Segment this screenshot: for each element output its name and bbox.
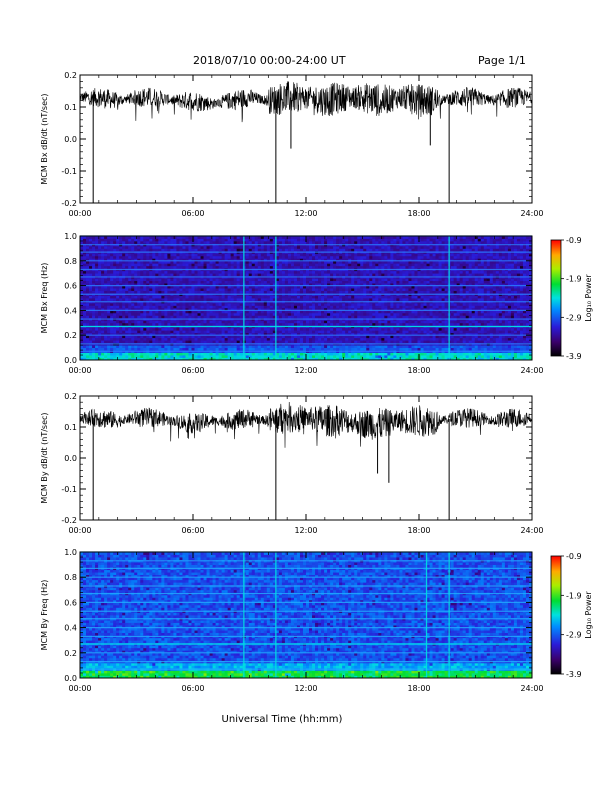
x-tick-label: 12:00 xyxy=(294,526,317,535)
x-tick-label: 18:00 xyxy=(407,526,430,535)
y-axis-label: MCM By Freq (Hz) xyxy=(40,580,49,651)
y-tick-label: -0.1 xyxy=(61,485,77,494)
y-tick-label: 0.0 xyxy=(64,454,77,463)
series-line xyxy=(79,402,533,448)
colorbar-tick-label: -2.9 xyxy=(566,313,582,322)
y-tick-label: 0.6 xyxy=(64,598,77,607)
y-tick-label: -0.2 xyxy=(61,516,77,525)
x-tick-label: 18:00 xyxy=(407,684,430,693)
colorbar-tick-label: -0.9 xyxy=(566,236,582,245)
x-tick-label: 06:00 xyxy=(181,684,204,693)
x-tick-label: 06:00 xyxy=(181,526,204,535)
y-tick-label: 0.0 xyxy=(64,135,77,144)
series-line xyxy=(79,81,533,123)
y-tick-label: 0.0 xyxy=(64,356,77,365)
colorbar-label: Log₁₀ Power xyxy=(584,274,593,322)
y-tick-label: 0.6 xyxy=(64,282,77,291)
y-tick-label: -0.1 xyxy=(61,167,77,176)
y-tick-label: 0.8 xyxy=(64,257,77,266)
x-tick-label: 00:00 xyxy=(68,684,91,693)
y-tick-label: 0.4 xyxy=(64,306,77,315)
x-tick-label: 24:00 xyxy=(520,684,543,693)
colorbar xyxy=(550,239,562,357)
x-tick-label: 12:00 xyxy=(294,684,317,693)
y-tick-label: 0.2 xyxy=(64,392,77,401)
y-tick-label: 0.0 xyxy=(64,674,77,683)
x-tick-label: 24:00 xyxy=(520,366,543,375)
colorbar-tick-label: -1.9 xyxy=(566,275,582,284)
colorbar-tick-label: -0.9 xyxy=(566,552,582,561)
x-tick-label: 00:00 xyxy=(68,526,91,535)
page-title: 2018/07/10 00:00-24:00 UT xyxy=(193,54,346,67)
y-tick-label: 0.1 xyxy=(64,103,77,112)
colorbar-tick-label: -1.9 xyxy=(566,591,582,600)
y-tick-label: 1.0 xyxy=(64,548,77,557)
y-tick-label: 0.4 xyxy=(64,624,77,633)
y-axis-label: MCM By dB/dt (nT/sec) xyxy=(40,412,49,503)
x-tick-label: 06:00 xyxy=(181,366,204,375)
colorbar xyxy=(550,555,562,675)
y-tick-label: 0.2 xyxy=(64,71,77,80)
x-tick-label: 06:00 xyxy=(181,209,204,218)
page-number: Page 1/1 xyxy=(478,54,526,67)
x-tick-label: 24:00 xyxy=(520,209,543,218)
spectrogram xyxy=(80,551,533,679)
y-tick-label: 1.0 xyxy=(64,232,77,241)
y-axis-label: MCM Bx Freq (Hz) xyxy=(40,263,49,334)
x-axis-label: Universal Time (hh:mm) xyxy=(222,714,343,725)
y-tick-label: 0.8 xyxy=(64,573,77,582)
spectrogram xyxy=(80,235,533,361)
x-tick-label: 24:00 xyxy=(520,526,543,535)
colorbar-tick-label: -3.9 xyxy=(566,670,582,679)
colorbar-tick-label: -2.9 xyxy=(566,631,582,640)
x-tick-label: 18:00 xyxy=(407,366,430,375)
y-tick-label: 0.1 xyxy=(64,423,77,432)
colorbar-tick-label: -3.9 xyxy=(566,352,582,361)
colorbar-label: Log₁₀ Power xyxy=(584,591,593,639)
y-axis-label: MCM Bx dB/dt (nT/sec) xyxy=(40,93,49,184)
y-tick-label: 0.2 xyxy=(64,331,77,340)
y-tick-label: 0.2 xyxy=(64,649,77,658)
x-tick-label: 00:00 xyxy=(68,209,91,218)
y-tick-label: -0.2 xyxy=(61,199,77,208)
x-tick-label: 12:00 xyxy=(294,366,317,375)
x-tick-label: 00:00 xyxy=(68,366,91,375)
x-tick-label: 12:00 xyxy=(294,209,317,218)
x-tick-label: 18:00 xyxy=(407,209,430,218)
